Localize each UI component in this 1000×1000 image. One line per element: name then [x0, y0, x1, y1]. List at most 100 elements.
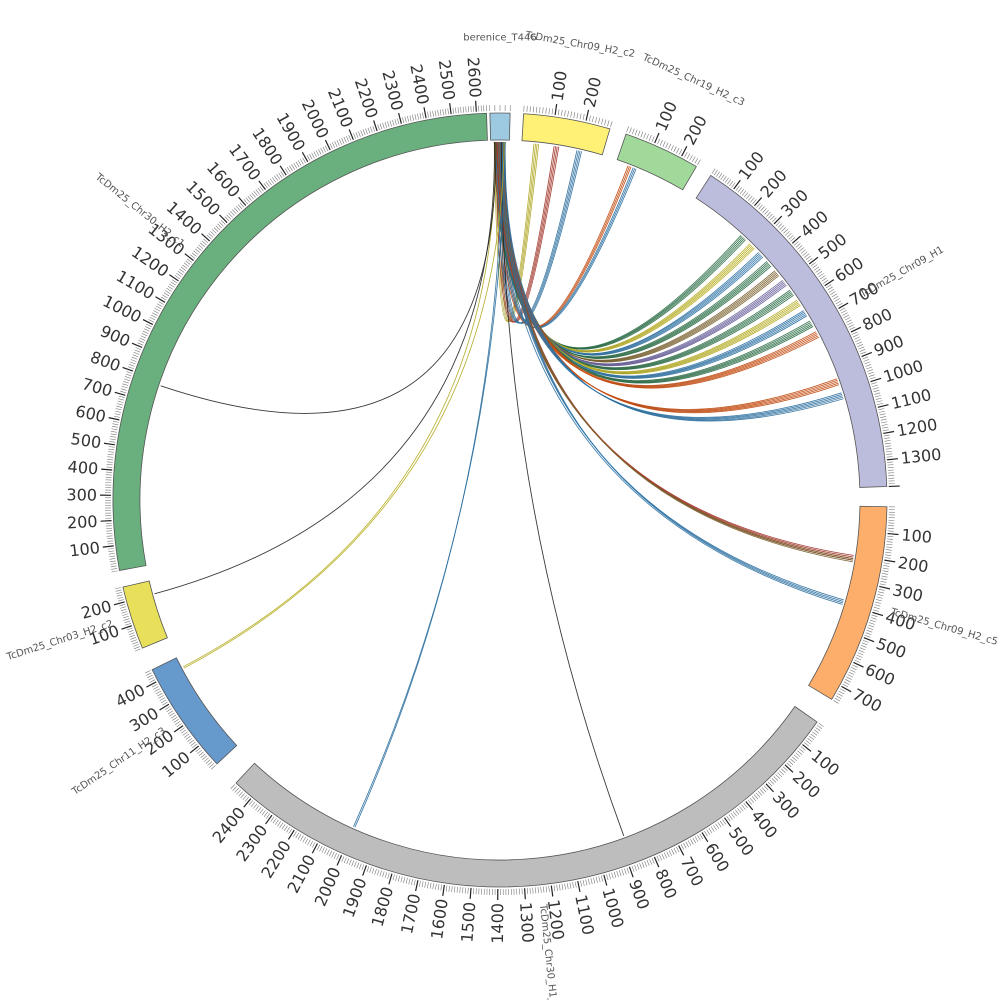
minor-tick	[343, 137, 347, 143]
minor-tick	[874, 604, 881, 607]
minor-tick	[876, 596, 883, 599]
segment-tcdm25-chr30-h1-c1	[235, 705, 818, 888]
minor-tick	[379, 123, 383, 130]
minor-tick	[862, 639, 869, 643]
tick-label: 2000	[311, 864, 345, 909]
segment-tcdm25-chr09-h2-c2	[521, 113, 611, 156]
minor-tick	[158, 695, 164, 699]
minor-tick	[369, 867, 372, 873]
minor-tick	[558, 884, 561, 891]
minor-tick	[129, 361, 136, 365]
minor-tick	[174, 275, 181, 280]
minor-tick	[881, 573, 888, 575]
minor-tick	[846, 676, 852, 680]
minor-tick	[128, 366, 134, 370]
minor-tick	[110, 565, 117, 568]
minor-tick	[718, 173, 723, 179]
minor-tick	[234, 787, 239, 793]
tick-label: 1800	[368, 884, 398, 928]
minor-tick	[272, 177, 276, 183]
minor-tick	[875, 599, 882, 602]
minor-tick	[376, 869, 380, 876]
minor-tick	[763, 785, 769, 791]
minor-tick	[818, 722, 824, 727]
minor-tick	[871, 382, 878, 385]
minor-tick	[644, 861, 648, 867]
minor-tick	[157, 303, 163, 307]
minor-tick	[844, 317, 851, 321]
minor-tick	[859, 349, 866, 352]
minor-tick	[884, 442, 891, 445]
minor-tick	[651, 136, 655, 142]
ticks-layer	[100, 100, 900, 900]
minor-tick	[608, 873, 611, 880]
tick-label: 200	[897, 553, 930, 576]
minor-tick	[382, 871, 385, 878]
minor-tick	[699, 833, 704, 840]
major-tick	[678, 845, 685, 856]
minor-tick	[134, 349, 141, 353]
minor-tick	[570, 111, 573, 118]
tick-label: 200	[789, 767, 824, 802]
minor-tick	[641, 862, 645, 868]
minor-tick	[816, 725, 823, 730]
minor-tick	[576, 112, 579, 119]
minor-tick	[852, 664, 858, 668]
minor-tick	[770, 215, 775, 221]
minor-tick	[255, 189, 260, 195]
minor-tick	[127, 630, 134, 633]
link-outline	[504, 142, 759, 354]
minor-tick	[203, 757, 209, 762]
minor-tick	[579, 113, 582, 120]
minor-tick	[884, 440, 891, 442]
minor-tick	[362, 129, 366, 136]
minor-tick	[265, 181, 270, 187]
minor-tick	[160, 296, 167, 301]
major-tick	[121, 625, 133, 630]
minor-tick	[203, 238, 209, 244]
major-tick	[754, 197, 763, 207]
major-tick	[791, 235, 801, 244]
minor-tick	[791, 756, 797, 762]
minor-tick	[457, 107, 459, 114]
link-line	[504, 142, 844, 422]
minor-tick	[405, 877, 408, 884]
minor-tick	[887, 538, 894, 540]
minor-tick	[837, 302, 843, 307]
major-tick	[243, 798, 252, 808]
minor-tick	[697, 835, 701, 841]
minor-tick	[230, 784, 235, 790]
minor-tick	[828, 288, 835, 293]
minor-tick	[830, 291, 836, 295]
minor-tick	[462, 106, 464, 113]
minor-tick	[755, 792, 761, 798]
tick-label: 100	[548, 69, 571, 102]
minor-tick	[747, 799, 752, 805]
minor-tick	[123, 618, 130, 621]
minor-tick	[108, 448, 115, 451]
tick-label: 100	[158, 747, 194, 781]
minor-tick	[110, 436, 117, 438]
minor-tick	[115, 587, 122, 590]
minor-tick	[637, 130, 641, 137]
minor-tick	[407, 115, 410, 122]
tick-label: 100	[735, 148, 769, 184]
minor-tick	[412, 114, 414, 121]
minor-tick	[211, 229, 217, 234]
minor-tick	[181, 729, 187, 734]
major-tick	[142, 319, 154, 326]
minor-tick	[429, 882, 432, 889]
major-tick	[336, 855, 343, 866]
minor-tick	[419, 880, 421, 887]
tick-label: 600	[831, 253, 867, 286]
minor-tick	[245, 197, 250, 203]
minor-tick	[722, 176, 727, 182]
minor-tick	[665, 142, 669, 149]
major-tick	[131, 342, 143, 349]
minor-tick	[384, 122, 388, 128]
minor-tick	[119, 604, 126, 607]
segment-tcdm25-chr11-h2-c3	[151, 657, 238, 765]
major-tick	[114, 391, 126, 396]
minor-tick	[276, 174, 281, 180]
minor-tick	[874, 392, 881, 395]
